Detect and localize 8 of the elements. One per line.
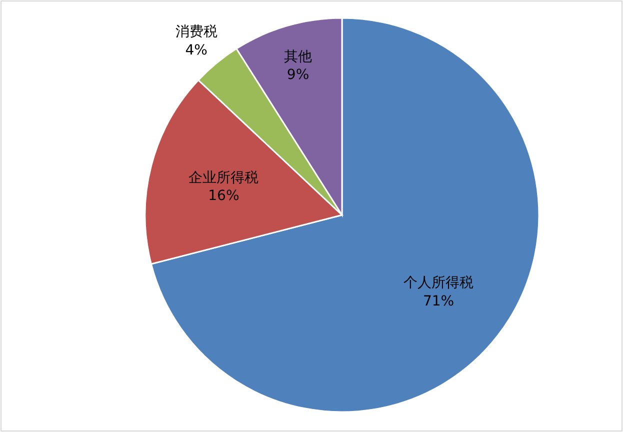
data-label: 16%: [208, 188, 240, 204]
slice-label: 个人所得税: [404, 275, 474, 292]
slice-label: 其他: [284, 48, 312, 65]
data-label: 71%: [422, 293, 454, 310]
slice-label: 企业所得税: [188, 170, 259, 186]
slice-label: 消费税: [175, 24, 218, 40]
data-label: 9%: [286, 67, 310, 84]
data-label: 4%: [185, 42, 208, 58]
